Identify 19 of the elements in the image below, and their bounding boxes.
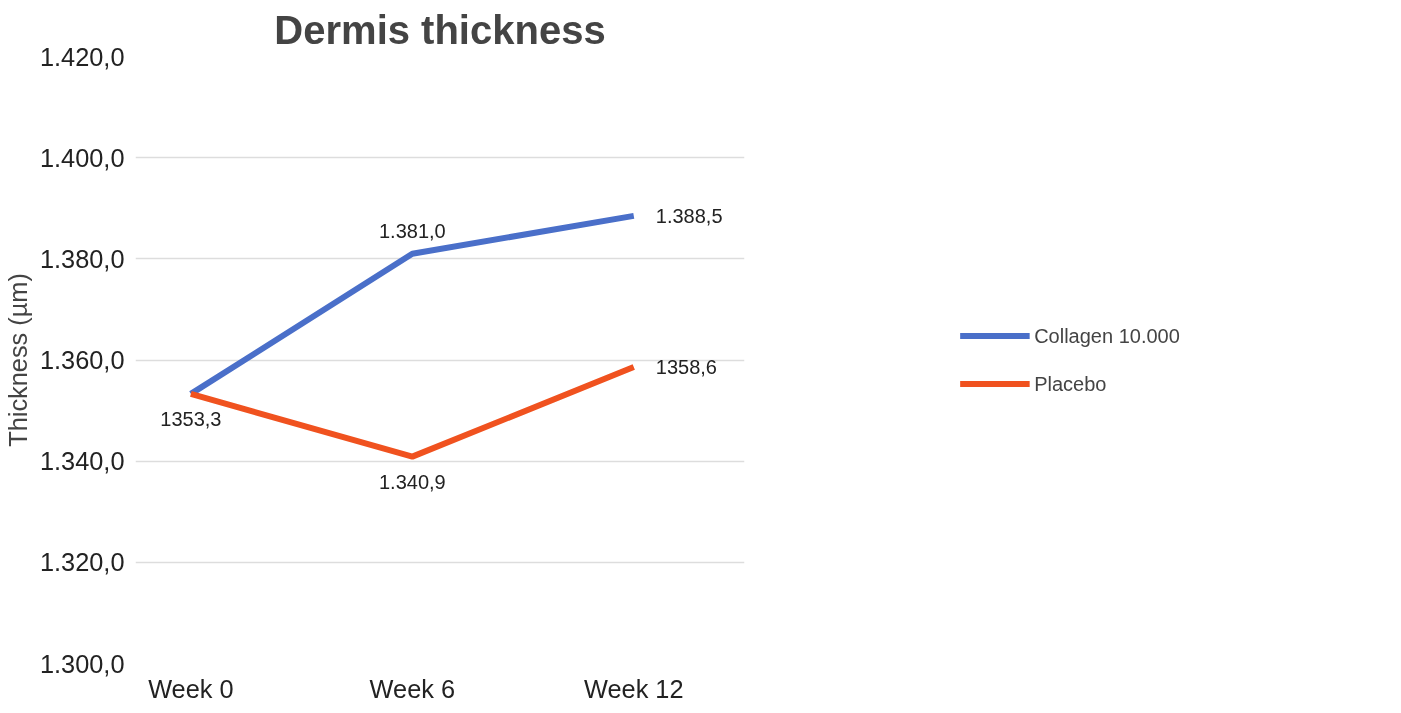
y-tick-label: 1.380,0 xyxy=(39,244,125,273)
y-tick-label: 1.400,0 xyxy=(39,143,125,172)
y-axis-title: Thickness (µm) xyxy=(3,273,32,447)
y-tick-label: 1.360,0 xyxy=(39,346,125,374)
x-tick-label: Week 6 xyxy=(369,674,456,703)
x-tick-label: Week 12 xyxy=(584,674,684,703)
y-tick-label: 1.420,0 xyxy=(39,42,125,71)
data-label: 1.340,9 xyxy=(378,470,446,493)
data-label: 1.388,5 xyxy=(655,204,723,227)
legend-label: Collagen 10.000 xyxy=(1034,324,1180,347)
data-label: 1353,3 xyxy=(160,407,222,430)
y-tick-label: 1.300,0 xyxy=(39,649,125,678)
legend-label: Placebo xyxy=(1034,372,1107,395)
data-label: 1.381,0 xyxy=(378,219,446,242)
y-tick-label: 1.340,0 xyxy=(39,447,125,476)
y-tick-label: 1.320,0 xyxy=(39,548,125,577)
data-label: 1358,6 xyxy=(655,356,717,379)
chart-title: Dermis thickness xyxy=(274,7,606,52)
x-tick-label: Week 0 xyxy=(148,674,234,703)
